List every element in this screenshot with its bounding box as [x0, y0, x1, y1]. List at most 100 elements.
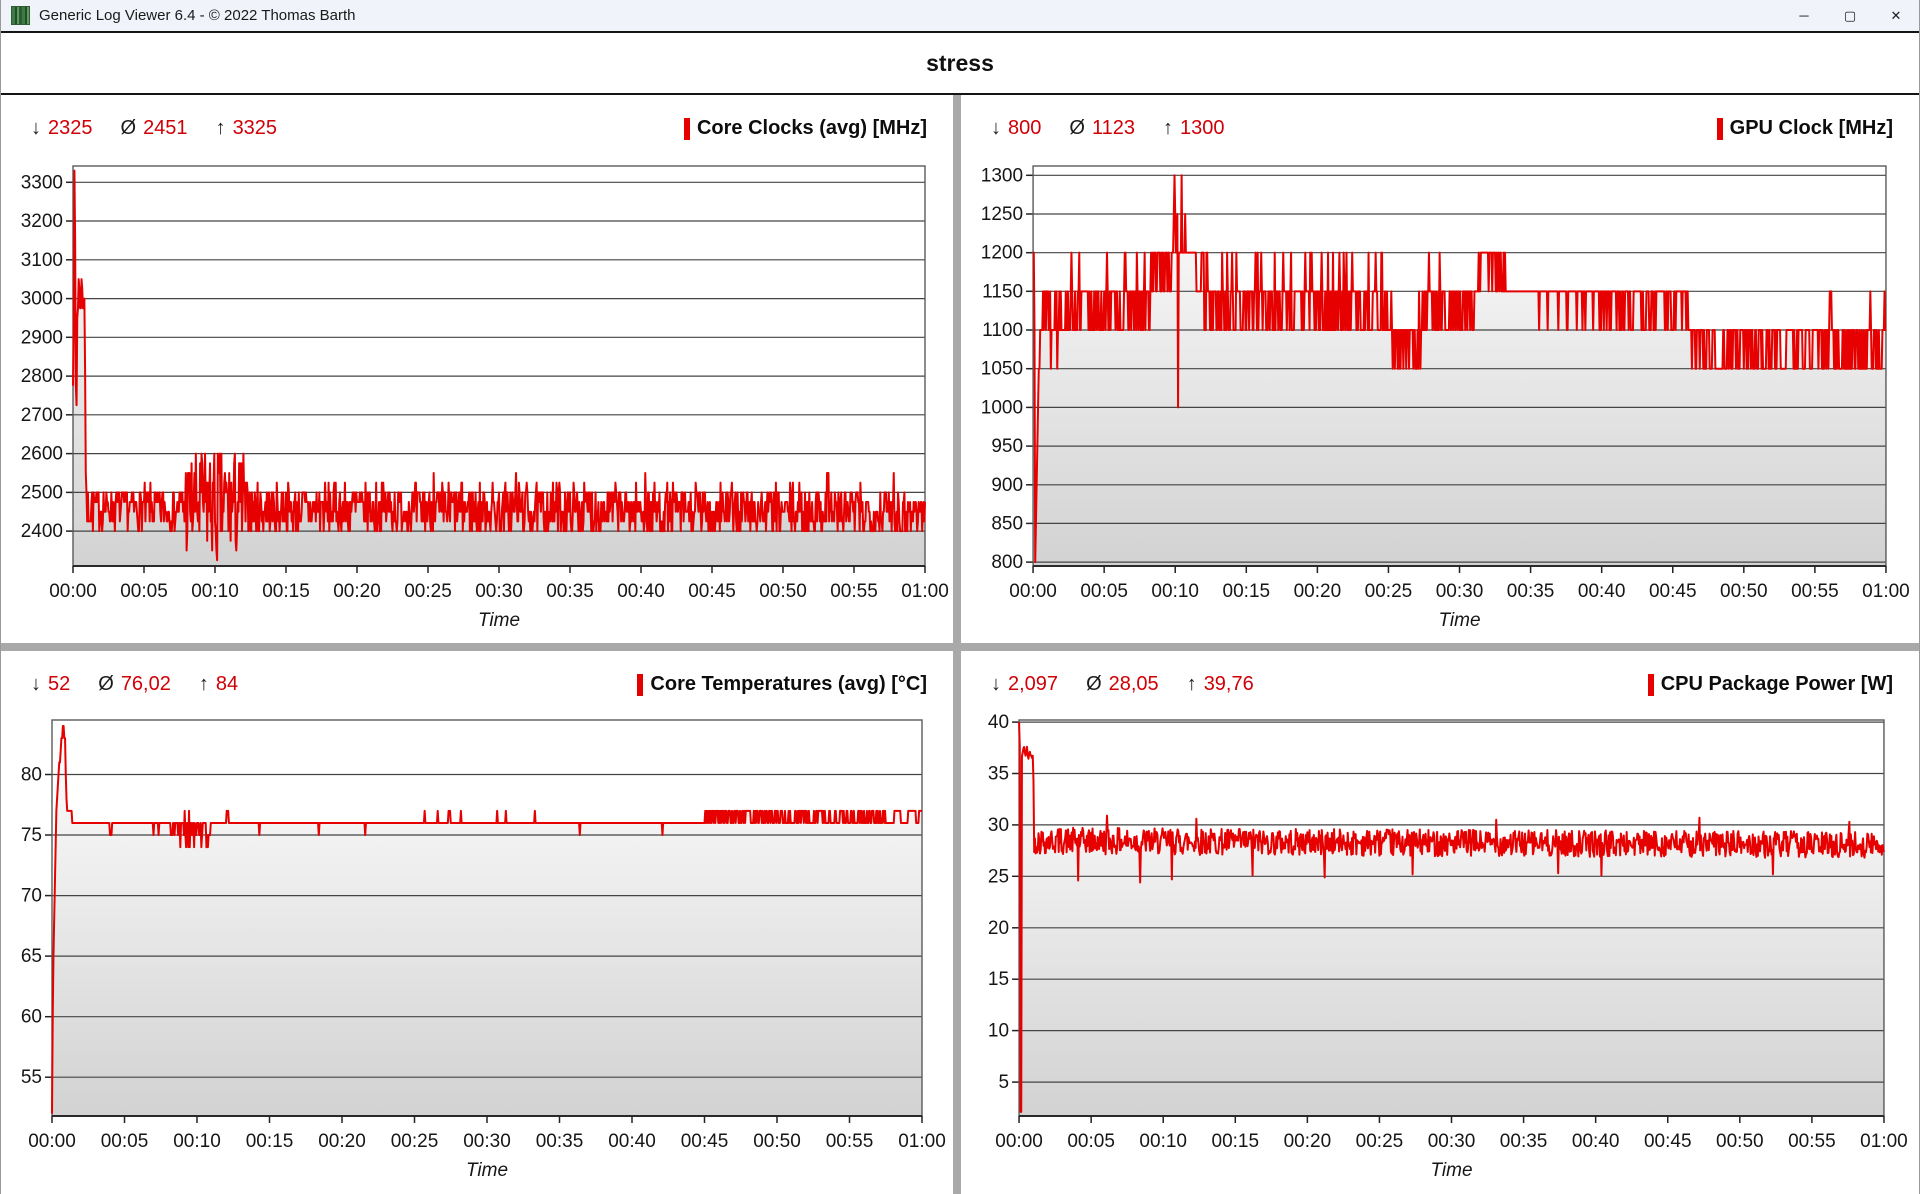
x-tick-label: 00:05: [101, 1131, 149, 1152]
x-tick-label: 00:35: [1507, 581, 1555, 602]
x-tick-label: 00:10: [191, 581, 239, 602]
stats-gpu-clock: ↓ 800 Ø 1123 ↑ 1300: [991, 117, 1224, 140]
x-tick-label: 00:40: [608, 1131, 656, 1152]
y-tick-label: 2600: [21, 444, 63, 465]
series-color-marker: [683, 117, 690, 140]
y-tick-label: 2800: [21, 366, 63, 387]
x-tick-label: 00:20: [333, 581, 381, 602]
x-tick-label: 00:45: [1644, 1131, 1692, 1152]
stat-min-value: 2325: [48, 117, 93, 139]
x-tick-label: 00:10: [1151, 581, 1199, 602]
x-tick-label: 00:25: [1356, 1131, 1404, 1152]
series-area: [73, 170, 925, 566]
x-tick-label: 00:50: [759, 581, 807, 602]
stat-max: ↑ 1300: [1163, 117, 1225, 140]
series-area: [1033, 175, 1886, 566]
stat-avg: Ø 76,02: [98, 673, 171, 696]
vertical-splitter-top[interactable]: [953, 95, 961, 643]
x-tick-label: 00:20: [1294, 581, 1342, 602]
x-tick-label: 00:00: [49, 581, 97, 602]
stat-avg-value: 76,02: [120, 673, 171, 695]
x-tick-label: 00:25: [404, 581, 452, 602]
legend-cpu-package-power: CPU Package Power [W]: [1647, 673, 1893, 696]
y-tick-label: 3200: [21, 211, 63, 232]
cpu-package-power-chart[interactable]: 5 10 15 20 25 30 35 40 00:00 00:05 00:10 00:15 00:20…: [961, 699, 1919, 1194]
y-tick-label: 2500: [21, 482, 63, 503]
x-tick-label: 00:10: [1139, 1131, 1187, 1152]
avg-diameter-icon: Ø: [120, 117, 137, 139]
close-button[interactable]: ✕: [1890, 7, 1902, 23]
minimize-button[interactable]: ─: [1799, 8, 1809, 23]
y-tick-label: 65: [21, 946, 42, 967]
x-tick-label: 00:35: [1500, 1131, 1548, 1152]
series-line: [51, 725, 923, 1114]
series-line: [1032, 174, 1887, 564]
panel-core-clocks: ↓ 2325 Ø 2451 ↑ 3325 Core Clocks (avg) [MHz…: [1, 95, 953, 643]
series-color-marker: [1716, 117, 1723, 140]
page-title: stress: [926, 49, 994, 76]
core-clocks-chart[interactable]: 2400 2500 2600 2700 2800 2900 3000 3100 3200 3300…: [1, 143, 953, 643]
x-tick-label: 00:00: [28, 1131, 76, 1152]
x-tick-label: 00:30: [1436, 581, 1484, 602]
stat-min: ↓ 52: [31, 673, 70, 696]
y-tick-label: 2700: [21, 405, 63, 426]
panel-head-gpu-clock: ↓ 800 Ø 1123 ↑ 1300 GPU Clock [MHz]: [961, 95, 1919, 143]
window-controls: ─ ▢ ✕: [1781, 0, 1919, 31]
panel-head-core-temperatures: ↓ 52 Ø 76,02 ↑ 84 Core Temperatures (avg) […: [1, 651, 953, 699]
legend-core-clocks: Core Clocks (avg) [MHz]: [683, 117, 927, 140]
panel-cpu-package-power: ↓ 2,097 Ø 28,05 ↑ 39,76 CPU Package Power […: [961, 651, 1919, 1194]
gpu-clock-chart[interactable]: 800 850 900 950 1000 1050 1100 1150 1200 1250 1300…: [961, 143, 1919, 643]
window-title: Generic Log Viewer 6.4 - © 2022 Thomas B…: [39, 7, 356, 24]
stat-max-value: 3325: [232, 117, 278, 139]
legend-gpu-clock: GPU Clock [MHz]: [1716, 117, 1893, 140]
chart-grid: ↓ 2325 Ø 2451 ↑ 3325 Core Clocks (avg) [MHz…: [1, 95, 1919, 1194]
panel-head-core-clocks: ↓ 2325 Ø 2451 ↑ 3325 Core Clocks (avg) [MHz…: [1, 95, 953, 143]
x-tick-label: 00:15: [246, 1131, 294, 1152]
gridlines-and-y-axis: 2400 2500 2600 2700 2800 2900 3000 3100 3200 3300: [21, 172, 925, 542]
time-axis-label: Time: [1430, 1160, 1472, 1181]
stats-core-temperatures: ↓ 52 Ø 76,02 ↑ 84: [31, 673, 238, 696]
max-arrow-icon: ↑: [198, 673, 209, 695]
y-tick-label: 3000: [21, 289, 63, 310]
x-tick-label: 00:10: [173, 1131, 221, 1152]
legend-label: GPU Clock [MHz]: [1729, 117, 1893, 139]
avg-diameter-icon: Ø: [1086, 673, 1102, 695]
title-bar: Generic Log Viewer 6.4 - © 2022 Thomas B…: [1, 0, 1919, 31]
x-tick-label: 00:05: [120, 581, 168, 602]
y-tick-label: 1050: [981, 359, 1023, 380]
stat-max: ↑ 39,76: [1187, 673, 1254, 696]
x-tick-label: 00:40: [1572, 1131, 1620, 1152]
x-axis: 00:00 00:05 00:10 00:15 00:20 00:25 00:30 00:35…: [1009, 566, 1910, 602]
y-tick-label: 950: [991, 436, 1023, 457]
x-tick-label: 00:55: [826, 1131, 874, 1152]
x-tick-label: 00:50: [1720, 581, 1768, 602]
min-arrow-icon: ↓: [991, 117, 1001, 139]
panel-gpu-clock: ↓ 800 Ø 1123 ↑ 1300 GPU Clock [MHz] 800 850 9…: [961, 95, 1919, 643]
y-tick-label: 900: [991, 475, 1023, 496]
y-tick-label: 30: [988, 815, 1009, 836]
y-tick-label: 2900: [21, 327, 63, 348]
maximize-button[interactable]: ▢: [1843, 7, 1857, 23]
stat-max-value: 1300: [1179, 117, 1225, 139]
series-area: [52, 726, 922, 1116]
x-tick-label: 00:35: [536, 1131, 584, 1152]
y-tick-label: 55: [21, 1067, 42, 1088]
x-tick-label: 00:30: [475, 581, 523, 602]
document-header: stress: [1, 31, 1919, 95]
stat-avg: Ø 28,05: [1086, 673, 1159, 696]
panel-head-cpu-package-power: ↓ 2,097 Ø 28,05 ↑ 39,76 CPU Package Power […: [961, 651, 1919, 699]
x-tick-label: 00:45: [1649, 581, 1697, 602]
horizontal-splitter[interactable]: [1, 643, 1919, 651]
x-tick-label: 01:00: [898, 1131, 946, 1152]
x-tick-label: 00:15: [262, 581, 310, 602]
x-tick-label: 00:45: [681, 1131, 729, 1152]
vertical-splitter-bottom[interactable]: [953, 651, 961, 1194]
x-tick-label: 00:25: [1365, 581, 1413, 602]
series-color-marker: [1647, 673, 1654, 696]
x-tick-label: 00:30: [1428, 1131, 1476, 1152]
x-tick-label: 00:45: [688, 581, 736, 602]
y-tick-label: 70: [21, 886, 42, 907]
stat-max-value: 84: [215, 673, 239, 695]
stat-max-value: 39,76: [1203, 673, 1254, 695]
